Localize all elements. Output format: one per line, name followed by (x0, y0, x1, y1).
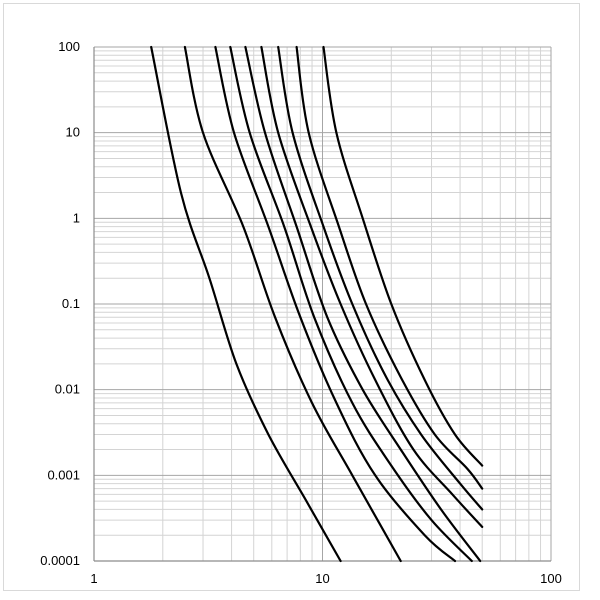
series-line-3 (214, 45, 457, 563)
axes (93, 47, 551, 562)
chart-border (3, 3, 580, 591)
x-tick-label: 100 (540, 571, 562, 586)
series-line-7 (277, 45, 484, 511)
y-tick-label: 1 (73, 210, 80, 225)
y-tick-label: 0.01 (55, 382, 80, 397)
series-line-9 (322, 45, 484, 467)
series-line-2 (183, 45, 402, 563)
series-line-6 (260, 45, 484, 528)
x-tick-label: 1 (90, 571, 97, 586)
series-line-4 (229, 45, 473, 563)
series-line-1 (150, 45, 342, 563)
y-tick-label: 0.0001 (40, 553, 80, 568)
y-tick-label: 0.1 (62, 296, 80, 311)
x-tick-labels: 1 10 100 (90, 571, 561, 586)
y-tick-label: 100 (58, 39, 80, 54)
y-tick-labels: 100 10 1 0.1 0.01 0.001 0.0001 (40, 39, 80, 568)
series-lines (150, 45, 484, 563)
y-tick-label: 10 (66, 125, 80, 140)
x-tick-label: 10 (315, 571, 329, 586)
y-tick-label: 0.001 (47, 467, 80, 482)
series-line-5 (244, 45, 482, 563)
series-line-8 (295, 45, 484, 490)
